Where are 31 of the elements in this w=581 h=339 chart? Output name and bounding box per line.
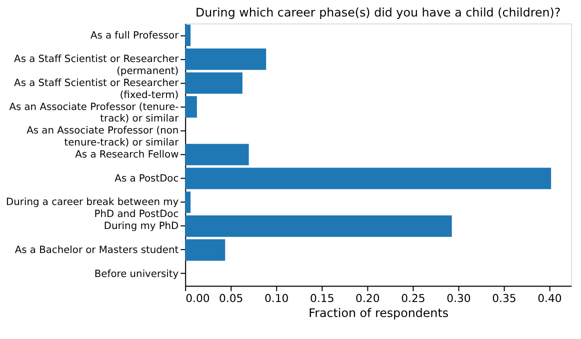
y-tick-label: As a Staff Scientist or Researcher (permanent) [14, 54, 180, 78]
y-tick-label: Before university [94, 268, 179, 280]
bar [185, 48, 266, 70]
x-axis-title: Fraction of respondents [308, 306, 449, 320]
bar [185, 192, 191, 213]
y-tick-label: As an Associate Professor (non tenure-track) or similar [26, 126, 180, 149]
chart-title: During which career phase(s) did you have a child (children)? [195, 6, 561, 20]
x-tick-label: 0.35 [492, 292, 516, 306]
x-tick-label: 0.05 [218, 292, 244, 306]
x-tick-label: 0.30 [446, 292, 471, 306]
y-tick-label: During a career break between my PhD and PostDoc [6, 197, 179, 220]
x-tick-label: 0.15 [310, 292, 334, 306]
bar [185, 144, 249, 166]
y-tick-label: As a Bachelor or Masters student [14, 244, 179, 256]
bar [185, 239, 226, 261]
y-tick-label: As a full Professor [90, 30, 180, 42]
bar [185, 215, 452, 237]
bar [185, 72, 242, 94]
y-tick-label: As a PostDoc [114, 173, 179, 184]
bar [185, 24, 191, 46]
x-tick-label: 0.00 [186, 292, 210, 306]
bar [185, 96, 197, 118]
y-tick-label: As an Associate Professor (tenure- track) or similar [9, 102, 180, 125]
y-tick-label: As a Staff Scientist or Researcher (fixed-term) [14, 78, 180, 101]
x-tick-label: 0.25 [401, 292, 426, 306]
x-tick-label: 0.40 [538, 292, 562, 306]
y-tick-label: During my PhD [104, 221, 180, 232]
bar [185, 168, 552, 190]
x-tick-label: 0.10 [264, 292, 289, 306]
x-tick-label: 0.20 [356, 292, 380, 306]
y-tick-label: As a Research Fellow [75, 150, 179, 161]
